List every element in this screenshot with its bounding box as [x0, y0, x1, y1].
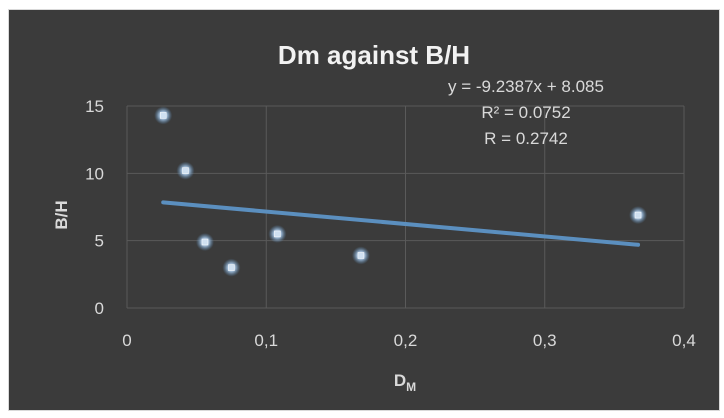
data-point-marker	[182, 167, 189, 174]
chart-title: Dm against B/H	[278, 40, 470, 70]
x-axis-label: DM	[394, 371, 416, 394]
data-point	[351, 246, 370, 265]
y-axis-label: B/H	[52, 200, 71, 229]
x-tick-label: 0	[122, 331, 131, 350]
y-tick-labels: 0 5 10 15	[85, 97, 104, 318]
data-point	[629, 206, 648, 225]
x-tick-label: 0,1	[254, 331, 278, 350]
data-point	[268, 224, 287, 243]
r-squared-prefix: R² =	[481, 103, 518, 122]
data-point-marker	[634, 211, 642, 219]
r-squared-label: R² = 0.0752	[481, 103, 570, 122]
x-tick-label: 0,3	[533, 331, 557, 350]
y-tick-label: 0	[95, 299, 104, 318]
data-point-marker	[159, 112, 167, 119]
x-tick-labels: 0 0,1 0,2 0,3 0,4	[122, 331, 696, 350]
y-tick-label: 5	[95, 232, 104, 251]
data-point	[195, 233, 214, 252]
data-point-marker	[357, 252, 365, 259]
x-axis-label-subscript: M	[406, 380, 416, 394]
trendline-layer	[161, 200, 641, 247]
x-axis-label-main: D	[394, 371, 406, 390]
x-tick-label: 0,2	[394, 331, 418, 350]
data-point-marker	[201, 238, 209, 246]
trendline-equation: y = -9.2387x + 8.085	[448, 77, 604, 96]
data-point-marker	[274, 230, 281, 238]
y-tick-label: 10	[85, 164, 104, 183]
data-points	[154, 106, 648, 277]
r-squared-value: 0.0752	[519, 103, 571, 122]
trendline	[161, 200, 641, 247]
y-tick-label: 15	[85, 97, 104, 116]
x-tick-label: 0,4	[672, 331, 696, 350]
data-point-marker	[228, 264, 235, 271]
r-label: R = 0.2742	[484, 129, 568, 148]
data-point	[176, 161, 195, 180]
data-point	[154, 106, 173, 125]
data-point	[222, 258, 241, 277]
